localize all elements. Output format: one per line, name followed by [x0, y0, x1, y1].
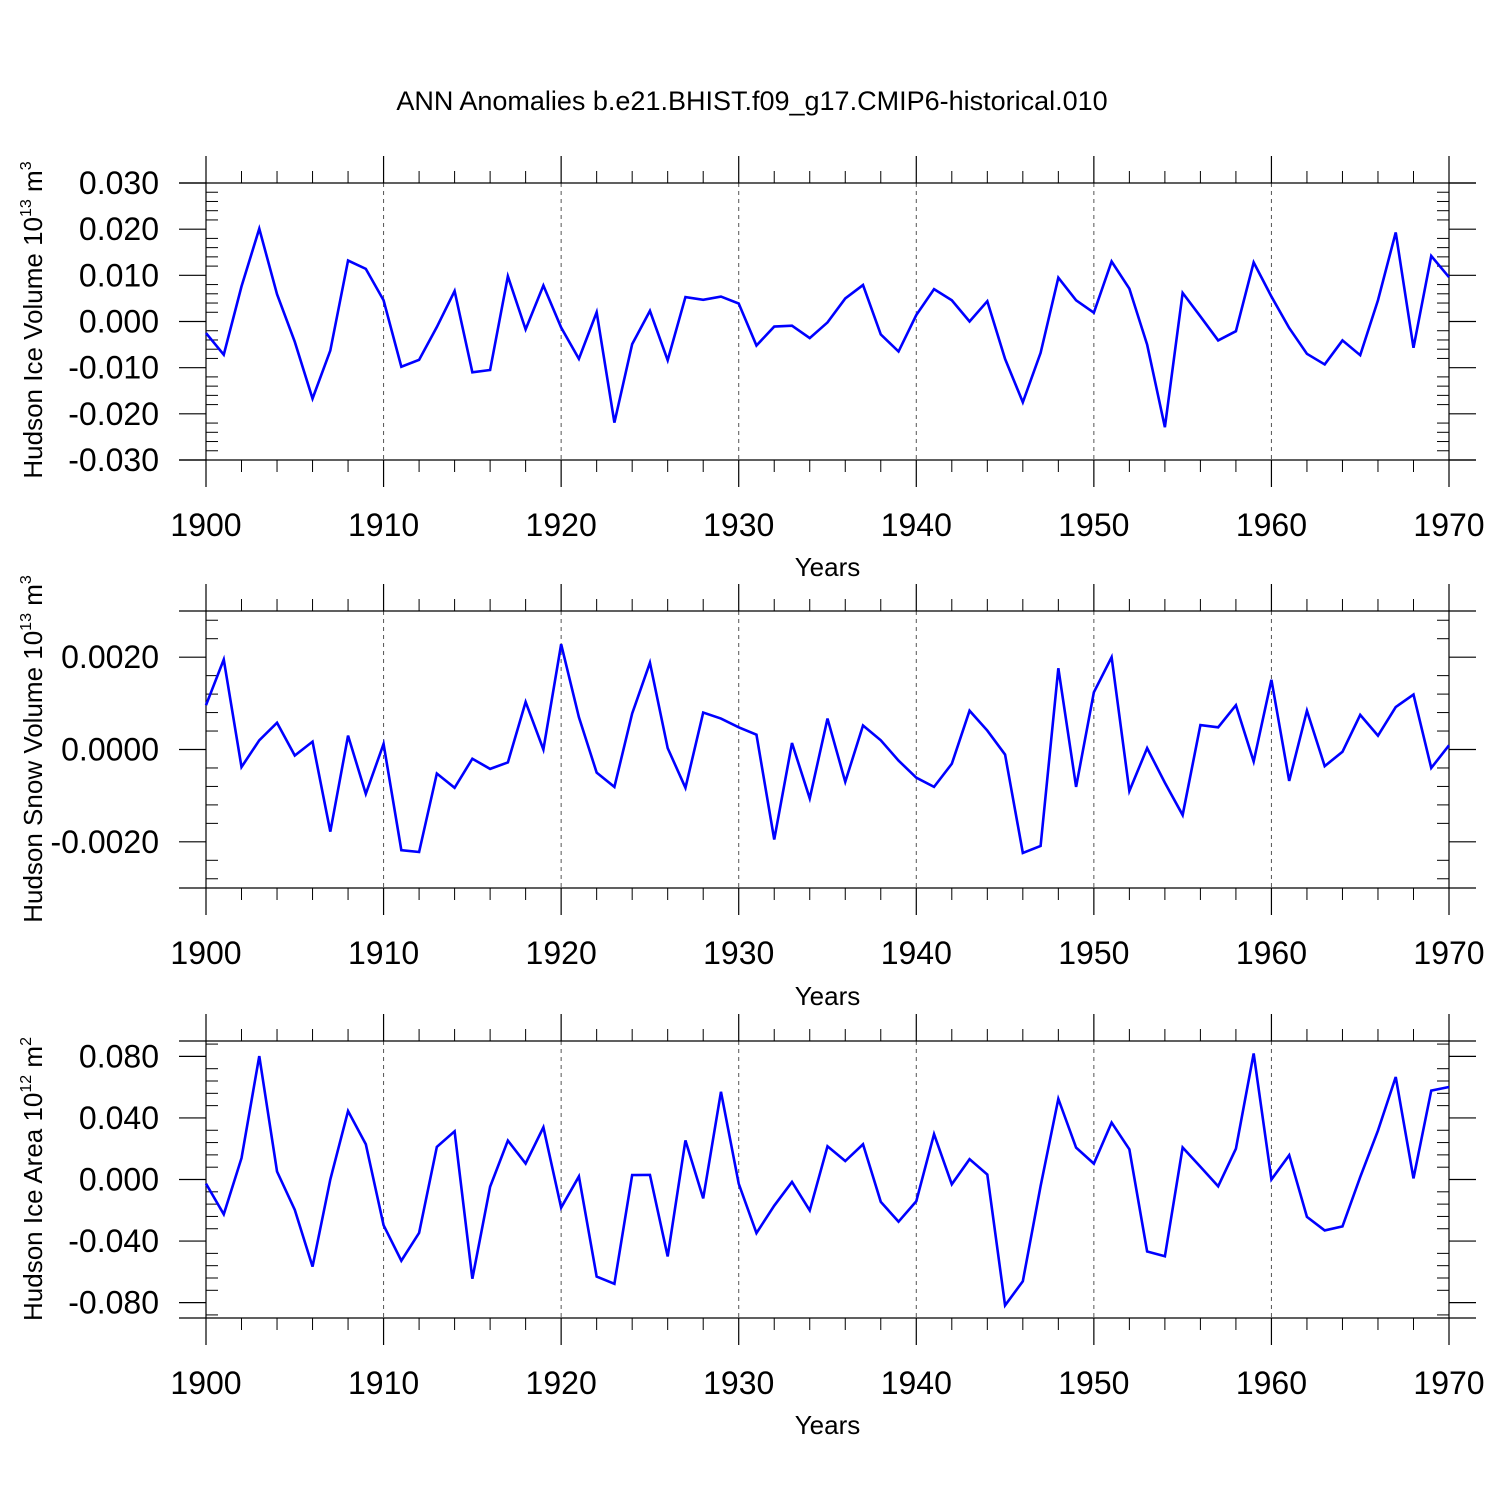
panel-1: -0.030 -0.020 -0.010 0.000 0.010 0.020 0.030 19…	[18, 156, 1485, 582]
y-tick-label: 0.010	[79, 257, 159, 293]
x-tick-label-1920: 1920	[526, 935, 597, 971]
x-tick-label-1940: 1940	[881, 507, 952, 543]
x-axis-label: Years	[795, 552, 861, 582]
x-axis-label: Years	[795, 981, 861, 1011]
x-tick-label-1930: 1930	[703, 507, 774, 543]
x-tick-label-1950: 1950	[1058, 1365, 1129, 1401]
y-tick-label: 0.000	[79, 1162, 159, 1198]
x-axis-label: Years	[795, 1410, 861, 1440]
series-line	[204, 1053, 1450, 1309]
x-tick-label-1910: 1910	[348, 1365, 419, 1401]
x-tick-label-1940: 1940	[881, 935, 952, 971]
x-tick-label-1960: 1960	[1236, 507, 1307, 543]
series-line	[204, 224, 1450, 428]
x-tick-label-1970: 1970	[1413, 935, 1484, 971]
y-tick-label: 0.030	[79, 165, 159, 201]
y-tick-label: 0.0000	[61, 732, 159, 768]
x-tick-label-1970: 1970	[1413, 507, 1484, 543]
y-tick-label: 0.0020	[61, 639, 159, 675]
x-tick-label-1950: 1950	[1058, 935, 1129, 971]
y-tick-label: -0.020	[68, 396, 159, 432]
x-tick-label-1910: 1910	[348, 507, 419, 543]
x-tick-label-1900: 1900	[170, 1365, 241, 1401]
y-tick-label: 0.000	[79, 304, 159, 340]
y-tick-label: 0.080	[79, 1038, 159, 1074]
x-tick-label-1960: 1960	[1236, 935, 1307, 971]
x-tick-label-1950: 1950	[1058, 507, 1129, 543]
y-tick-label: -0.010	[68, 350, 159, 386]
x-tick-label-1900: 1900	[170, 935, 241, 971]
series-line	[204, 643, 1451, 855]
y-tick-label: -0.0020	[50, 824, 159, 860]
y-tick-label: -0.040	[68, 1223, 159, 1259]
y-tick-label: 0.040	[79, 1100, 159, 1136]
y-axis-label: Hudson Snow Volume 1013 m3	[18, 575, 48, 923]
x-tick-label-1960: 1960	[1236, 1365, 1307, 1401]
x-tick-label-1940: 1940	[881, 1365, 952, 1401]
x-tick-label-1920: 1920	[526, 1365, 597, 1401]
y-axis-label: Hudson Ice Volume 1013 m3	[18, 161, 48, 478]
x-tick-label-1930: 1930	[703, 935, 774, 971]
y-tick-label: -0.080	[68, 1285, 159, 1321]
x-tick-label-1970: 1970	[1413, 1365, 1484, 1401]
y-tick-label: 0.020	[79, 211, 159, 247]
panel-3: -0.080 -0.040 0.000 0.040 0.080 1900 1910 1920 1…	[18, 1014, 1485, 1440]
x-tick-label-1900: 1900	[170, 507, 241, 543]
x-tick-label-1920: 1920	[526, 507, 597, 543]
x-tick-label-1910: 1910	[348, 935, 419, 971]
panel-2: -0.0020 0.0000 0.0020 1900 1910 1920 1930 1940 1…	[18, 575, 1485, 1011]
chart-title: ANN Anomalies b.e21.BHIST.f09_g17.CMIP6-…	[396, 86, 1107, 116]
x-tick-label-1930: 1930	[703, 1365, 774, 1401]
y-tick-label: -0.030	[68, 442, 159, 478]
y-axis-label: Hudson Ice Area 1012 m2	[18, 1037, 48, 1321]
